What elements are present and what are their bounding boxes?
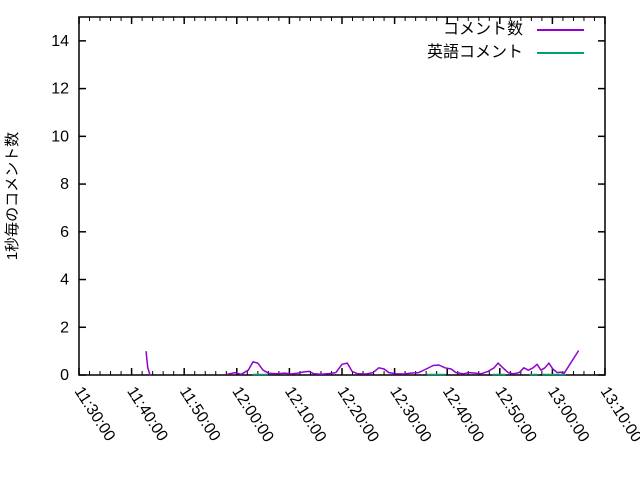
y-tick-label: 14 (51, 33, 69, 50)
y-tick-label: 10 (51, 128, 69, 145)
y-tick-label: 12 (51, 81, 69, 98)
y-axis-title: 1秒毎のコメント数 (4, 132, 21, 260)
x-tick-label: 13:00:00 (544, 384, 592, 446)
y-tick-label: 4 (60, 272, 69, 289)
x-tick-label: 12:10:00 (281, 384, 329, 446)
x-tick-label: 12:40:00 (439, 384, 487, 446)
x-tick-label: 12:20:00 (334, 384, 382, 446)
series-line-0 (226, 350, 580, 376)
y-tick-label: 0 (60, 367, 69, 384)
plot-border (78, 16, 606, 376)
x-tick-label: 12:50:00 (491, 384, 539, 446)
y-tick-label: 6 (60, 224, 69, 241)
y-tick-label: 2 (60, 319, 69, 336)
series-line-0 (145, 351, 151, 376)
y-tick-label: 8 (60, 176, 69, 193)
x-tick-label: 11:40:00 (123, 384, 171, 445)
x-tick-label: 13:10:00 (597, 384, 640, 446)
x-tick-label: 12:30:00 (386, 384, 434, 446)
x-tick-label: 12:00:00 (228, 384, 276, 446)
x-tick-label: 11:50:00 (176, 384, 224, 445)
x-tick-label: 11:30:00 (71, 384, 119, 445)
